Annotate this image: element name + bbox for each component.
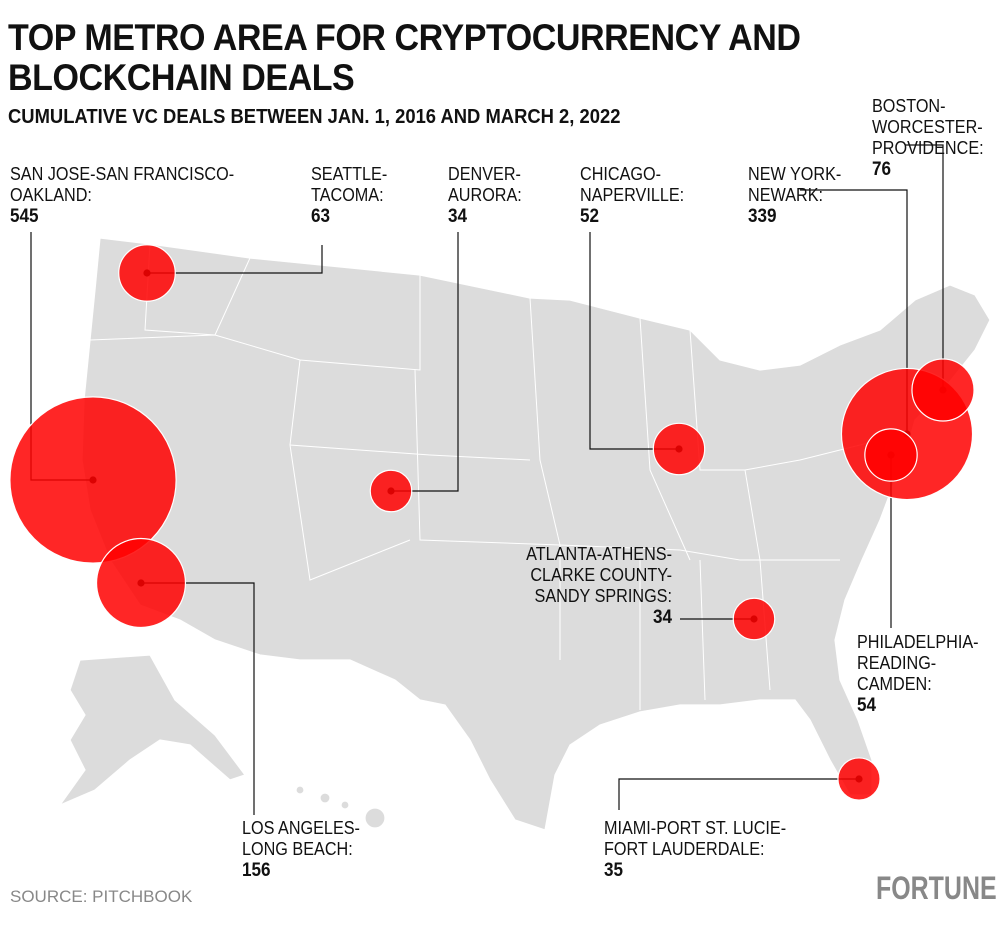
bubble-phi (864, 428, 918, 482)
bubble-sj (9, 396, 177, 564)
metro-name: SEATTLE- TACOMA: (311, 164, 388, 205)
metro-name: NEW YORK- NEWARK: (748, 164, 842, 205)
bubble-la (95, 537, 187, 629)
label-chi: CHICAGO- NAPERVILLE: 52 (580, 164, 684, 227)
metro-name: DENVER- AURORA: (448, 164, 522, 205)
metro-value: 52 (580, 206, 600, 227)
leader-line-mia (618, 778, 859, 810)
metro-name: LOS ANGELES- LONG BEACH: (242, 818, 360, 859)
label-mia: MIAMI-PORT ST. LUCIE- FORT LAUDERDALE: 35 (604, 818, 786, 881)
bubble-den (369, 469, 413, 513)
metro-name: PHILADELPHIA- READING- CAMDEN: (857, 632, 979, 694)
metro-name: MIAMI-PORT ST. LUCIE- FORT LAUDERDALE: (604, 818, 787, 859)
bubbles (9, 244, 975, 801)
metro-value: 34 (652, 607, 672, 628)
state-borders (89, 243, 881, 710)
bubble-atl (732, 597, 776, 641)
bubble-bos (911, 358, 975, 422)
metro-name: CHICAGO- NAPERVILLE: (580, 164, 685, 205)
metro-value: 339 (748, 206, 777, 227)
label-sea: SEATTLE- TACOMA: 63 (311, 164, 387, 227)
label-sj: SAN JOSE-SAN FRANCISCO- OAKLAND: 545 (10, 164, 234, 227)
label-la: LOS ANGELES- LONG BEACH: 156 (242, 818, 360, 881)
land (58, 237, 991, 831)
alaska (58, 654, 246, 807)
label-atl: ATLANTA-ATHENS- CLARKE COUNTY- SANDY SPR… (510, 544, 672, 628)
metro-value: 34 (448, 206, 468, 227)
label-den: DENVER- AURORA: 34 (448, 164, 522, 227)
hawaii (295, 785, 386, 829)
leader-line-sea (147, 245, 323, 274)
metro-value: 54 (857, 695, 877, 716)
metro-value: 35 (604, 860, 624, 881)
leader-line-den (391, 232, 459, 492)
leader-line-chi (589, 232, 679, 450)
chart-title: TOP METRO AREA FOR CRYPTOCURRENCY AND BL… (8, 17, 801, 98)
metro-name: ATLANTA-ATHENS- CLARKE COUNTY- SANDY SPR… (526, 544, 672, 606)
metro-value: 63 (311, 206, 331, 227)
metro-name: BOSTON- WORCESTER- PROVIDENCE: (872, 96, 984, 158)
metro-value: 545 (10, 206, 39, 227)
label-phi: PHILADELPHIA- READING- CAMDEN: 54 (857, 632, 979, 716)
bubble-mia (837, 757, 881, 801)
metro-value: 76 (872, 159, 892, 180)
source-note: SOURCE: PITCHBOOK (10, 887, 193, 906)
chart-subtitle: CUMULATIVE VC DEALS BETWEEN JAN. 1, 2016… (8, 106, 621, 128)
metro-value: 156 (242, 860, 271, 881)
fortune-logo: FORTUNE (876, 870, 997, 906)
label-ny: NEW YORK- NEWARK: 339 (748, 164, 841, 227)
metro-name: SAN JOSE-SAN FRANCISCO- OAKLAND: (10, 164, 235, 205)
label-bos: BOSTON- WORCESTER- PROVIDENCE: 76 (872, 96, 984, 180)
leader-line-ny (800, 189, 908, 434)
bubble-chi (652, 422, 706, 476)
bubble-sea (118, 244, 176, 302)
leader-line-bos (905, 144, 944, 390)
